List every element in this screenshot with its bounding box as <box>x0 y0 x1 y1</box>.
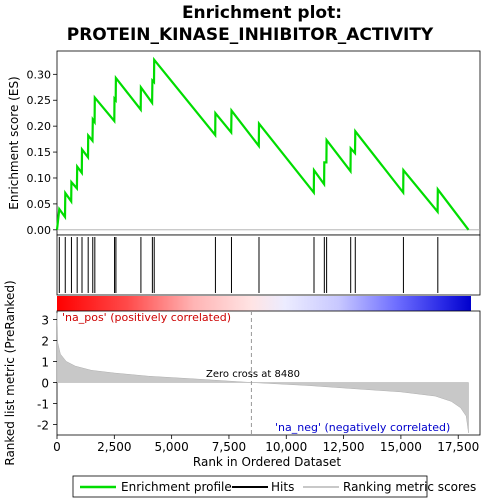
es-y-axis-label: Enrichment score (ES) <box>7 76 21 209</box>
positive-correlation-label: 'na_pos' (positively correlated) <box>62 311 231 324</box>
chart-title-line2: PROTEIN_KINASE_INHIBITOR_ACTIVITY <box>67 25 434 45</box>
legend-hits-label: Hits <box>271 480 294 494</box>
zero-cross-label: Zero cross at 8480 <box>206 369 300 380</box>
xtick-label: 0 <box>53 440 61 454</box>
rank-color-bar <box>57 296 471 311</box>
es-ytick-label: 0.05 <box>27 198 52 211</box>
ranked-ytick-label: 0 <box>41 376 49 390</box>
es-line <box>55 56 470 231</box>
xtick-label: 10,000 <box>265 440 307 454</box>
x-axis-label: Rank in Ordered Dataset <box>193 455 341 469</box>
ranked-ytick-label: 2 <box>41 334 49 348</box>
ranked-ytick-label: -1 <box>37 397 49 411</box>
ranked-ytick-label: 3 <box>41 313 49 327</box>
chart-title-line1: Enrichment plot: <box>182 3 342 23</box>
es-ytick-label: 0.15 <box>27 146 52 159</box>
es-ytick-label: 0.00 <box>27 224 52 237</box>
ranked-panel <box>56 310 481 436</box>
es-ytick-label: 0.20 <box>27 120 52 133</box>
ranked-y-axis-label: Ranked list metric (PreRanked) <box>3 280 17 465</box>
es-ytick-label: 0.10 <box>27 172 52 185</box>
ranked-ytick-label: 1 <box>41 355 49 369</box>
xtick-label: 2,500 <box>97 440 131 454</box>
hits-panel <box>56 234 481 296</box>
es-ytick-label: 0.25 <box>27 94 52 107</box>
xtick-label: 17,500 <box>437 440 479 454</box>
xtick-label: 12,500 <box>323 440 365 454</box>
legend-es-label: Enrichment profile <box>121 480 232 494</box>
xtick-label: 5,000 <box>154 440 188 454</box>
xtick-label: 7,500 <box>212 440 246 454</box>
es-panel <box>56 50 481 236</box>
legend-metric-label: Ranking metric scores <box>343 480 476 494</box>
xtick-label: 15,000 <box>380 440 422 454</box>
negative-correlation-label: 'na_neg' (negatively correlated) <box>275 421 450 434</box>
es-ytick-label: 0.30 <box>27 68 52 81</box>
ranked-ytick-label: -2 <box>37 418 49 432</box>
